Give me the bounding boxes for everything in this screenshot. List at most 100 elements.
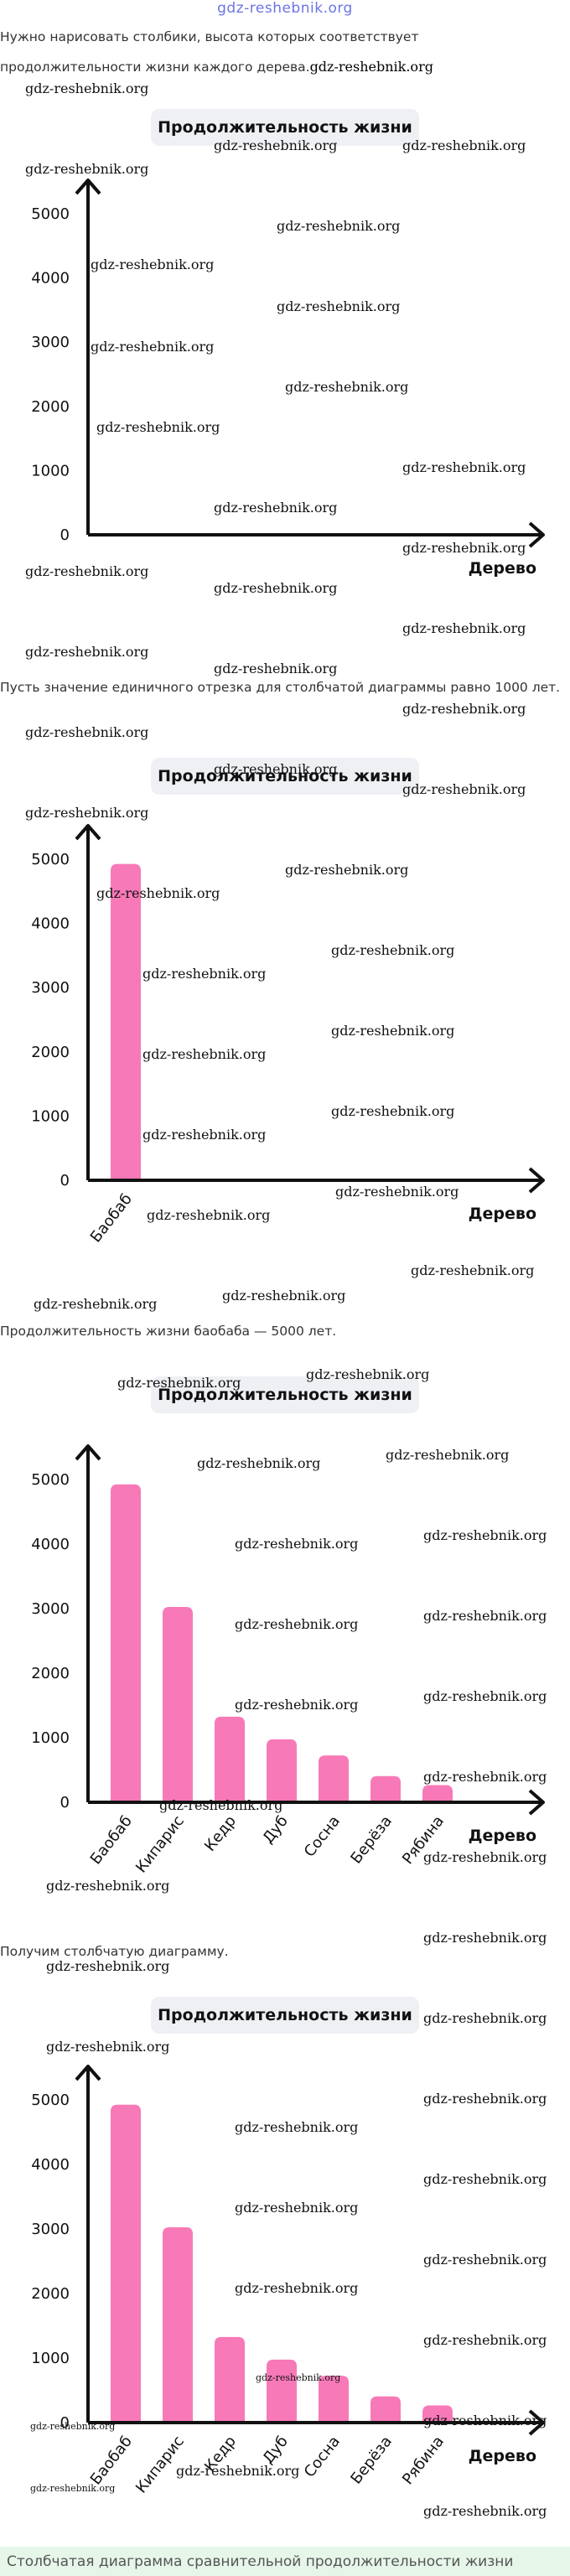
watermark: gdz-reshebnik.org — [30, 2483, 116, 2494]
watermark: gdz-reshebnik.org — [331, 942, 455, 958]
chart-svg: 0 1000 2000 3000 4000 5000 Дерево — [31, 179, 545, 578]
footer-caption: Столбчатая диаграмма сравнительной продо… — [0, 2547, 570, 2576]
bar — [111, 1484, 141, 1801]
watermark: gdz-reshebnik.org — [386, 1447, 510, 1463]
result-text: Получим столбчатую диаграмму. — [0, 1944, 229, 1959]
watermark: gdz-reshebnik.org — [30, 2421, 116, 2432]
watermark: gdz-reshebnik.org — [423, 1849, 547, 1865]
watermark: gdz-reshebnik.org — [34, 1296, 158, 1312]
watermark: gdz-reshebnik.org — [335, 1184, 459, 1200]
y-tick-label: 4000 — [31, 270, 70, 288]
x-tick-label: Кедр — [201, 1812, 240, 1855]
watermark: gdz-reshebnik.org — [197, 1455, 321, 1471]
y-tick-label: 3000 — [31, 979, 70, 997]
x-tick-label: Берёза — [347, 1812, 396, 1867]
x-tick-label: Кипарис — [132, 1812, 188, 1876]
chart-svg: 0 1000 2000 3000 4000 5000 Дерево Баобаб — [31, 824, 545, 1246]
bar — [215, 1716, 245, 1801]
watermark: gdz-reshebnik.org — [142, 1127, 267, 1143]
watermark: gdz-reshebnik.org — [142, 966, 267, 982]
intro-text: Нужно нарисовать столбики, высота которы… — [0, 22, 562, 82]
watermark: gdz-reshebnik.org — [214, 761, 338, 777]
watermark: gdz-reshebnik.org — [25, 563, 149, 579]
y-tick-label: 0 — [60, 1794, 70, 1811]
watermark: gdz-reshebnik.org — [46, 2039, 170, 2055]
watermark: gdz-reshebnik.org — [96, 419, 220, 435]
watermark: gdz-reshebnik.org — [423, 1930, 547, 1946]
watermark: gdz-reshebnik.org — [214, 580, 338, 596]
watermark: gdz-reshebnik.org — [235, 1616, 359, 1632]
intro-sentence: Нужно нарисовать столбики, высота которы… — [0, 29, 419, 75]
y-tick-label: 5000 — [31, 2091, 70, 2109]
watermark: gdz-reshebnik.org — [222, 1288, 346, 1304]
x-axis-label: Дерево — [469, 1205, 536, 1223]
watermark: gdz-reshebnik.org — [423, 2332, 547, 2348]
bar — [267, 1739, 297, 1801]
watermark: gdz-reshebnik.org — [402, 701, 526, 717]
watermark: gdz-reshebnik.org — [96, 885, 220, 901]
y-tick-label: 3000 — [31, 1600, 70, 1618]
chart-empty-axes: 0 1000 2000 3000 4000 5000 Дерево Продолжитель… — [0, 101, 570, 612]
y-axis-arrow — [75, 179, 101, 195]
watermark: gdz-reshebnik.org — [423, 2171, 547, 2187]
y-tick-label: 1000 — [31, 462, 70, 479]
y-tick-label: 1000 — [31, 1107, 70, 1125]
baobab-text: Продолжительность жизни баобаба — 5000 л… — [0, 1324, 337, 1339]
watermark: gdz-reshebnik.org — [306, 1366, 430, 1382]
watermark: gdz-reshebnik.org — [46, 1958, 170, 1974]
chart-svg: 0 1000 2000 3000 4000 5000 Дерево БаобабКипарис… — [31, 1444, 545, 1876]
x-axis-label: Дерево — [469, 2447, 536, 2465]
watermark: gdz-reshebnik.org — [176, 2463, 300, 2479]
chart-title: Продолжительность жизни — [151, 1376, 419, 1413]
bar — [422, 1785, 453, 1801]
watermark: gdz-reshebnik.org — [214, 137, 338, 153]
watermark: gdz-reshebnik.org — [277, 218, 401, 234]
bar — [215, 2336, 245, 2421]
y-tick-label: 4000 — [31, 915, 70, 933]
watermark: gdz-reshebnik.org — [235, 2119, 359, 2135]
watermark: gdz-reshebnik.org — [91, 339, 215, 355]
watermark: gdz-reshebnik.org — [411, 1262, 535, 1278]
x-tick-label: Сосна — [301, 1812, 344, 1860]
watermark: gdz-reshebnik.org — [235, 2200, 359, 2216]
watermark: gdz-reshebnik.org — [235, 2280, 359, 2296]
chart-title: Продолжительность жизни — [151, 109, 419, 146]
watermark: gdz-reshebnik.org — [25, 80, 149, 96]
watermark: gdz-reshebnik.org — [256, 2372, 341, 2383]
watermark: gdz-reshebnik.org — [423, 1527, 547, 1543]
unit-text: Пусть значение единичного отрезка для ст… — [0, 680, 561, 695]
bar — [370, 2396, 401, 2421]
x-tick-label: Берёза — [347, 2433, 396, 2487]
watermark: gdz-reshebnik.org — [402, 540, 526, 556]
y-tick-label: 2000 — [31, 1044, 70, 1061]
x-tick-label: Сосна — [301, 2433, 344, 2480]
y-tick-label: 2000 — [31, 398, 70, 416]
y-tick-label: 5000 — [31, 1471, 70, 1489]
watermark: gdz-reshebnik.org — [423, 2091, 547, 2107]
watermark: gdz-reshebnik.org — [91, 257, 215, 272]
bar — [370, 1775, 401, 1801]
watermark: gdz-reshebnik.org — [423, 1769, 547, 1785]
y-axis-arrow — [75, 1444, 101, 1461]
bar — [422, 2405, 453, 2421]
y-tick-label: 4000 — [31, 1536, 70, 1553]
y-tick-label: 5000 — [31, 851, 70, 868]
x-axis-arrow — [528, 1789, 545, 1816]
x-axis-arrow — [528, 521, 545, 548]
y-tick-label: 5000 — [31, 205, 70, 223]
y-tick-label: 0 — [60, 2414, 70, 2432]
watermark: gdz-reshebnik.org — [142, 1046, 267, 1062]
y-tick-label: 2000 — [31, 1665, 70, 1682]
x-axis-label: Дерево — [469, 1827, 536, 1845]
bar — [319, 1755, 349, 1801]
y-axis-arrow — [75, 2065, 101, 2081]
watermark: gdz-reshebnik.org — [402, 620, 526, 636]
x-tick-label: Баобаб — [87, 1190, 136, 1246]
bar — [163, 1607, 193, 1801]
y-axis-arrow — [75, 824, 101, 841]
x-tick-label: Дуб — [259, 1812, 292, 1847]
bar — [111, 2104, 141, 2421]
watermark: gdz-reshebnik.org — [46, 1878, 170, 1894]
watermark: gdz-reshebnik.org — [214, 500, 338, 516]
watermark: gdz-reshebnik.org — [423, 1688, 547, 1704]
